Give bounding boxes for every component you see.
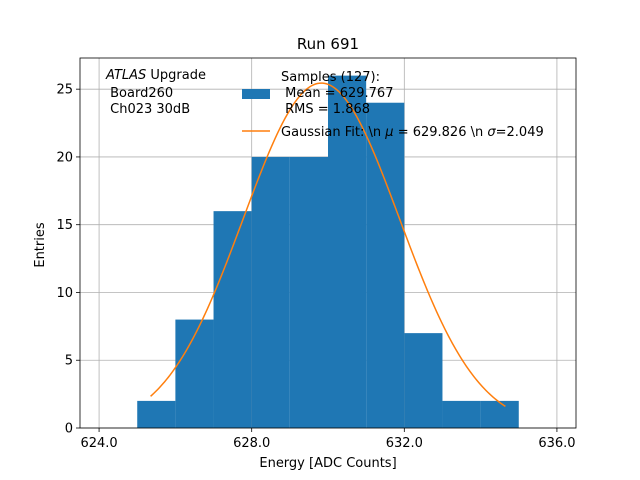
histogram-bar — [213, 211, 252, 428]
histogram-bar — [289, 156, 328, 428]
y-tick-label: 10 — [56, 286, 73, 301]
annotation-line-2: Board260 — [106, 86, 173, 101]
histogram-bar — [251, 156, 290, 428]
gaussian-fit-line — [150, 82, 506, 408]
gaussian-fit — [150, 82, 506, 408]
legend: Samples (127): Mean = 629.767 RMS = 1.86… — [242, 70, 544, 140]
histogram-bar — [480, 400, 519, 428]
legend-fit-sigma: σ — [487, 125, 496, 140]
histogram-bar — [366, 102, 405, 428]
legend-fit-prefix: Gaussian Fit: \n — [281, 125, 385, 140]
y-tick-label: 20 — [56, 150, 73, 165]
legend-hist-label-3: RMS = 1.868 — [281, 102, 370, 117]
y-tick-label: 15 — [56, 218, 73, 233]
legend-hist-swatch — [242, 89, 270, 99]
histogram-bars — [137, 75, 519, 428]
histogram-bar — [137, 400, 176, 428]
legend-hist-label-2: Mean = 629.767 — [281, 86, 393, 101]
annotation-line-1: ATLAS Upgrade — [105, 68, 206, 83]
y-axis-label: Entries — [33, 222, 48, 268]
y-tick-label: 5 — [65, 354, 73, 369]
histogram-bar — [404, 333, 443, 428]
plot-frame — [79, 57, 577, 429]
histogram-bar — [328, 75, 367, 428]
legend-hist-label-1: Samples (127): — [281, 70, 380, 85]
annotation-line-3: Ch023 30dB — [106, 102, 190, 117]
legend-fit-label: Gaussian Fit: \n μ = 629.826 \n σ=2.049 — [281, 125, 544, 140]
x-tick-label: 636.0 — [538, 436, 575, 451]
annotation-text: ATLAS Upgrade Board260 Ch023 30dB — [105, 68, 206, 117]
x-tick-label: 628.0 — [233, 436, 270, 451]
x-axis-label: Energy [ADC Counts] — [259, 456, 396, 471]
y-axis-ticks: 0 5 10 15 20 25 — [56, 83, 80, 437]
y-tick-label: 25 — [56, 83, 73, 98]
histogram-bar — [442, 400, 481, 428]
histogram-bar — [175, 319, 214, 428]
atlas-italic: ATLAS — [105, 68, 146, 83]
y-tick-label: 0 — [65, 422, 73, 437]
legend-fit-mu: μ — [384, 125, 393, 140]
x-axis-ticks: 624.0 628.0 632.0 636.0 — [80, 428, 576, 451]
annotation-upgrade: Upgrade — [146, 68, 206, 83]
chart-title: Run 691 — [297, 35, 359, 53]
x-tick-label: 624.0 — [80, 436, 117, 451]
legend-fit-mid: = 629.826 \n — [394, 125, 488, 140]
x-tick-label: 632.0 — [386, 436, 423, 451]
legend-fit-suffix: =2.049 — [496, 125, 544, 140]
